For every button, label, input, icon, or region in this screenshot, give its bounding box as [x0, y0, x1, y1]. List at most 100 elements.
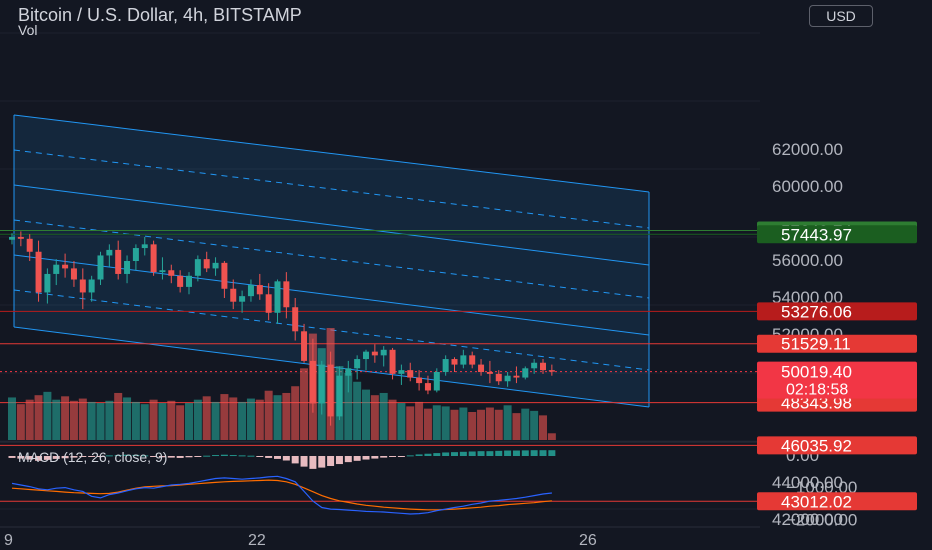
- candle-body: [186, 275, 192, 287]
- last-price-label: 50019.40: [781, 363, 852, 382]
- candle-body: [407, 370, 414, 378]
- volume-bar: [34, 395, 43, 440]
- macd-histogram-bar: [486, 451, 494, 456]
- volume-bar: [379, 392, 388, 440]
- candle-body: [124, 261, 131, 274]
- candle-body: [398, 370, 405, 374]
- macd-histogram-bar: [327, 456, 335, 466]
- macd-histogram-bar: [26, 456, 34, 460]
- macd-histogram-bar: [433, 453, 441, 456]
- volume-bar: [87, 401, 96, 440]
- macd-histogram-bar: [318, 456, 326, 468]
- macd-histogram-bar: [79, 456, 87, 457]
- macd-label: MACD (12, 26, close, 9): [18, 449, 168, 465]
- candle-body: [371, 351, 378, 356]
- candle-body: [460, 355, 467, 365]
- candle-body: [97, 255, 104, 280]
- candle-body: [336, 375, 343, 417]
- volume-bar: [202, 396, 211, 440]
- macd-histogram-bar: [504, 450, 512, 456]
- macd-histogram-bar: [274, 456, 281, 459]
- macd-histogram-bar: [300, 456, 308, 467]
- macd-histogram-bar: [43, 456, 51, 460]
- macd-histogram-bar: [212, 455, 220, 457]
- volume-bar: [211, 401, 220, 440]
- volume-bar: [539, 415, 547, 440]
- volume-bar: [8, 397, 16, 440]
- macd-histogram-bar: [141, 455, 149, 457]
- macd-histogram-bar: [512, 450, 520, 456]
- candle-body: [17, 236, 24, 239]
- macd-histogram-bar: [415, 454, 423, 456]
- volume-bar: [96, 403, 105, 440]
- candle-body: [301, 331, 308, 361]
- candle-body: [88, 279, 95, 293]
- candle-body: [115, 249, 122, 274]
- macd-histogram-bar: [52, 456, 60, 459]
- level-price-tag: [757, 492, 917, 511]
- volume-bar: [530, 410, 539, 440]
- price-tick-label: 62000.00: [772, 140, 843, 159]
- volume-bar: [468, 412, 477, 440]
- volume-bar: [273, 395, 282, 440]
- volume-bar: [388, 399, 397, 440]
- candle-body: [424, 383, 431, 391]
- macd-histogram-bar: [459, 451, 467, 456]
- volume-bar: [105, 400, 114, 440]
- candle-body: [442, 359, 449, 372]
- price-tick-label: 54000.00: [772, 288, 843, 307]
- candle-body: [389, 349, 396, 374]
- volume-bar: [353, 381, 362, 440]
- macd-histogram-bar: [229, 455, 237, 457]
- candle-body: [203, 259, 210, 269]
- volume-bar: [291, 386, 300, 440]
- last-price-tag: [757, 361, 917, 399]
- volume-bar: [282, 392, 291, 440]
- volume-bar: [114, 392, 123, 440]
- macd-histogram-bar: [97, 456, 104, 457]
- volume-bar: [193, 399, 202, 440]
- macd-histogram-bar: [291, 456, 299, 464]
- volume-bar: [503, 405, 512, 440]
- level-price-label: 46035.92: [781, 436, 852, 455]
- macd-histogram-bar: [539, 450, 547, 456]
- candle-body: [433, 372, 440, 391]
- candle-body: [62, 264, 69, 269]
- macd-histogram-bar: [35, 456, 43, 461]
- level-price-label: 51529.11: [781, 335, 851, 354]
- macd-histogram-bar: [8, 456, 16, 458]
- macd-histogram-bar: [150, 456, 158, 457]
- macd-histogram-bar: [114, 455, 122, 457]
- macd-line: [11, 475, 552, 515]
- candle-body: [309, 360, 316, 404]
- level-price-label: 43012.02: [781, 492, 852, 511]
- price-axis-background: [760, 0, 932, 550]
- currency-button[interactable]: USD: [809, 5, 873, 27]
- candle-body: [150, 244, 157, 273]
- candle-body: [265, 294, 272, 313]
- price-tick-label: 56000.00: [772, 251, 843, 270]
- macd-histogram-bar: [397, 456, 405, 457]
- volume-bar: [415, 401, 424, 440]
- volume-bar: [300, 368, 309, 440]
- volume-bar: [370, 395, 379, 440]
- volume-bar: [246, 398, 255, 440]
- volume-bar: [477, 409, 486, 440]
- candle-body: [451, 359, 458, 365]
- candle-body: [53, 264, 60, 274]
- volume-bar: [185, 403, 193, 440]
- macd-tick-label: −2000.00: [786, 510, 857, 529]
- macd-histogram-bar: [105, 455, 113, 457]
- volume-bar: [238, 401, 247, 440]
- candle-body: [256, 285, 263, 295]
- macd-histogram-bar: [468, 451, 476, 456]
- volume-bar: [123, 397, 132, 440]
- volume-bar: [450, 409, 459, 440]
- macd-histogram-bar: [530, 450, 538, 456]
- candle-body: [522, 368, 529, 378]
- candle-body: [168, 270, 175, 276]
- price-tick-label: 42000.00: [772, 510, 843, 529]
- candle-body: [26, 238, 33, 252]
- candle-body: [79, 279, 86, 293]
